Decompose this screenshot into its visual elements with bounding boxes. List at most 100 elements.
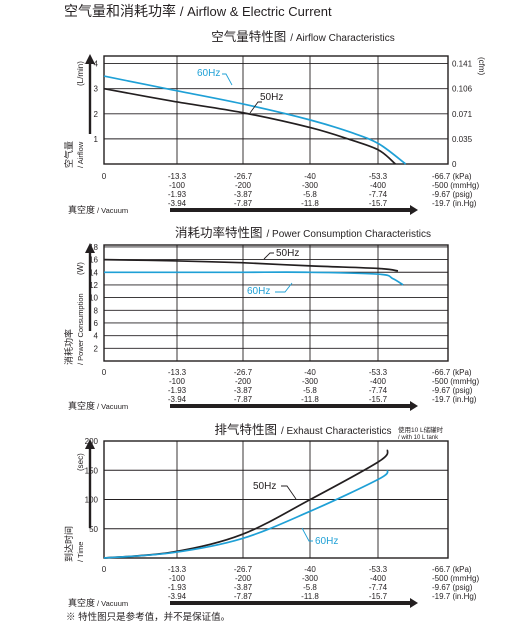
x-tick-label: -13.3 bbox=[168, 565, 187, 574]
x-tick-label: 0 bbox=[102, 172, 107, 181]
y-axis-unit: (L/min) bbox=[76, 61, 85, 86]
y-axis-label-en: / Power Consumption bbox=[76, 293, 85, 365]
x-tick-label: -9.67 (psig) bbox=[432, 583, 473, 592]
plot-frame bbox=[103, 55, 449, 165]
series-line-60hz bbox=[103, 75, 407, 165]
x-tick-label: -9.67 (psig) bbox=[432, 386, 473, 395]
y-tick-label: 200 bbox=[85, 437, 99, 446]
y-axis-label-cn: 空气量 bbox=[63, 141, 74, 168]
x-tick-label: -66.7 (kPa) bbox=[432, 368, 472, 377]
y-tick-label: 1 bbox=[94, 135, 99, 144]
y2-tick-label: 0.141 bbox=[452, 60, 473, 69]
x-tick-label: -11.8 bbox=[301, 592, 319, 601]
x-tick-label: -500 (mmHg) bbox=[432, 574, 479, 583]
y-tick-label: 8 bbox=[94, 306, 99, 315]
x-axis-label: 真空度 / Vacuum bbox=[68, 204, 128, 215]
x-tick-label: -13.3 bbox=[168, 368, 187, 377]
x-tick-label: -200 bbox=[235, 377, 252, 386]
series-line-60hz bbox=[104, 271, 404, 286]
x-axis-label-en: / Vacuum bbox=[97, 402, 128, 411]
x-tick-label: -3.94 bbox=[168, 395, 187, 404]
series-line-50hz bbox=[103, 87, 396, 165]
series-line-50hz bbox=[103, 258, 399, 272]
y-tick-label: 4 bbox=[94, 332, 99, 341]
x-tick-label: -200 bbox=[235, 181, 252, 190]
x-axis-label: 真空度 / Vacuum bbox=[68, 400, 128, 411]
x-tick-label: -5.8 bbox=[303, 386, 317, 395]
y-tick-label: 2 bbox=[94, 344, 99, 353]
x-tick-label: 0 bbox=[102, 565, 107, 574]
x-tick-label: -26.7 bbox=[234, 565, 253, 574]
x-tick-label: -500 (mmHg) bbox=[432, 377, 479, 386]
x-tick-label: -11.8 bbox=[301, 395, 319, 404]
chart-title-cn: 排气特性图 bbox=[214, 422, 277, 437]
x-tick-label: -300 bbox=[302, 574, 319, 583]
series-label-leader bbox=[222, 73, 233, 86]
plot-frame bbox=[103, 440, 449, 559]
x-tick-label: -15.7 bbox=[369, 199, 388, 208]
x-axis-arrow bbox=[170, 401, 418, 411]
x-tick-label: -7.87 bbox=[234, 199, 253, 208]
x-tick-label: -400 bbox=[370, 377, 387, 386]
x-tick-label: -13.3 bbox=[168, 172, 187, 181]
y-axis-label-cn: 到达时间 bbox=[63, 526, 74, 562]
y-axis-unit: (sec) bbox=[76, 453, 85, 471]
y2-tick-label: 0.071 bbox=[452, 110, 473, 119]
y2-axis-unit: (cfm) bbox=[477, 57, 486, 76]
page-title-cn: 空气量和消耗功率 bbox=[64, 3, 176, 19]
series-label-leader bbox=[263, 252, 274, 260]
y-tick-label: 14 bbox=[89, 268, 98, 277]
x-axis-label: 真空度 / Vacuum bbox=[68, 597, 128, 608]
chart-title: 消耗功率特性图 / Power Consumption Characteristi… bbox=[175, 225, 431, 240]
chart-title: 空气量特性图 / Airflow Characteristics bbox=[211, 29, 394, 44]
chart-3: 排气特性图 / Exhaust Characteristics 200 150 100 5… bbox=[63, 422, 479, 608]
y-axis-label-cn: 消耗功率 bbox=[63, 329, 74, 365]
x-tick-label: -26.7 bbox=[234, 172, 253, 181]
x-tick-label: -3.87 bbox=[234, 583, 253, 592]
x-axis-arrow bbox=[170, 598, 418, 608]
x-tick-label: -100 bbox=[169, 181, 186, 190]
series-label-s50: 50Hz bbox=[253, 481, 276, 492]
x-tick-label: -7.74 bbox=[369, 386, 388, 395]
y-tick-label: 3 bbox=[94, 85, 99, 94]
y-tick-label: 50 bbox=[89, 525, 98, 534]
x-tick-label: -3.94 bbox=[168, 592, 187, 601]
x-tick-label: -5.8 bbox=[303, 583, 317, 592]
y-axis-unit: (W) bbox=[76, 262, 85, 275]
series-label-s60: 60Hz bbox=[247, 286, 270, 297]
chart-title-en: / Airflow Characteristics bbox=[290, 33, 394, 44]
tank-note-en: / with 10 L tank bbox=[398, 435, 439, 441]
y-tick-label: 16 bbox=[89, 256, 98, 265]
y-axis-arrow-head bbox=[85, 439, 95, 449]
x-tick-label: -19.7 (in.Hg) bbox=[432, 199, 477, 208]
x-tick-label: -100 bbox=[169, 574, 186, 583]
x-tick-label: -1.93 bbox=[168, 190, 187, 199]
plot-frame bbox=[103, 244, 449, 362]
x-tick-label: -53.3 bbox=[369, 172, 388, 181]
x-tick-label: -1.93 bbox=[168, 386, 187, 395]
x-tick-label: -300 bbox=[302, 181, 319, 190]
y-tick-label: 18 bbox=[89, 243, 98, 252]
x-tick-label: -19.7 (in.Hg) bbox=[432, 592, 477, 601]
x-tick-label: 0 bbox=[102, 368, 107, 377]
series-label-s60: 60Hz bbox=[197, 68, 220, 79]
x-tick-label: -26.7 bbox=[234, 368, 253, 377]
x-tick-label: -400 bbox=[370, 574, 387, 583]
x-tick-label: -3.94 bbox=[168, 199, 187, 208]
x-axis-label-en: / Vacuum bbox=[97, 599, 128, 608]
y-tick-label: 10 bbox=[89, 294, 98, 303]
chart-title-en: / Power Consumption Characteristics bbox=[267, 229, 432, 240]
series-line-50hz bbox=[103, 449, 389, 559]
chart-1: 空气量特性图 / Airflow Characteristics 4 3 2 1 0.141… bbox=[63, 29, 486, 215]
x-tick-label: -3.87 bbox=[234, 190, 253, 199]
x-tick-label: -11.8 bbox=[301, 199, 319, 208]
series-label-s50: 50Hz bbox=[276, 248, 299, 259]
series-label-s50: 50Hz bbox=[260, 92, 283, 103]
x-tick-label: -7.74 bbox=[369, 583, 388, 592]
x-tick-label: -40 bbox=[304, 565, 316, 574]
x-tick-label: -66.7 (kPa) bbox=[432, 565, 472, 574]
y2-tick-label: 0.106 bbox=[452, 85, 473, 94]
y-tick-label: 4 bbox=[94, 60, 99, 69]
chart-title: 排气特性图 / Exhaust Characteristics bbox=[214, 422, 391, 437]
y2-tick-label: 0 bbox=[452, 160, 457, 169]
